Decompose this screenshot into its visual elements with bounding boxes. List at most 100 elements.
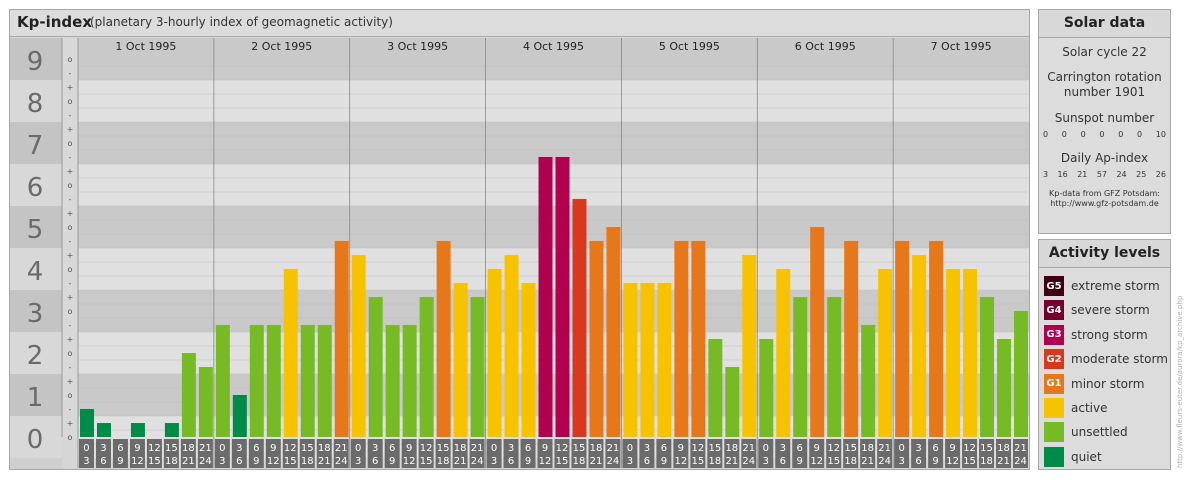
data-source-link[interactable]: http://www.gfz-potsdam.de [1050,199,1159,208]
interval-start-label: 12 [284,443,297,454]
interval-box [248,439,264,468]
interval-start-label: 12 [691,443,704,454]
y-tick-label: 6 [27,173,44,203]
interval-end-label: 9 [389,456,395,467]
ap-value: 21 [1077,170,1088,179]
interval-box [316,439,332,468]
y-tick-label: 2 [27,341,44,371]
interval-start-label: 21 [199,443,212,454]
interval-box [996,439,1012,468]
interval-end-label: 24 [335,456,348,467]
carrington-rotation: Carrington rotation number 1901 [1047,70,1162,99]
interval-start-label: 12 [556,443,569,454]
sub-tick-label: - [69,321,72,330]
sunspot-value: 0 [1099,130,1105,139]
interval-start-label: 15 [708,443,721,454]
interval-box [163,439,179,468]
interval-start-label: 9 [542,443,548,454]
ap-value: 24 [1116,170,1127,179]
interval-start-label: 12 [827,443,840,454]
interval-start-label: 3 [236,443,242,454]
kp-bar [759,339,774,437]
kp-bar [929,240,944,437]
legend-label: unsettled [1071,425,1128,440]
kp-bar [317,324,332,437]
sub-tick-label: o [68,55,73,64]
sub-tick-label: + [67,83,74,92]
interval-start-label: 3 [915,443,921,454]
interval-box [452,439,468,468]
interval-start-label: 0 [83,443,89,454]
kp-bar [249,324,264,437]
interval-end-label: 6 [508,456,514,467]
interval-start-label: 6 [525,443,531,454]
data-source-line1: Kp-data from GFZ Potsdam: [1049,189,1160,198]
day-label: 5 Oct 1995 [659,40,720,53]
kp-bar [164,423,179,437]
interval-box [1013,439,1028,468]
interval-end-label: 18 [301,456,314,467]
kp-bar [538,156,553,437]
ap-index-label: Daily Ap-index [1060,151,1149,165]
legend-label: active [1071,401,1108,415]
sub-tick-label: - [69,363,72,372]
kp-bar [997,339,1012,437]
interval-box [214,439,230,468]
interval-box [928,439,944,468]
kp-bar [878,269,893,437]
interval-start-label: 6 [117,443,123,454]
interval-end-label: 6 [372,456,378,467]
legend-label: severe storm [1071,303,1150,318]
interval-box [384,439,400,468]
interval-end-label: 12 [946,456,959,467]
day-label: 1 Oct 1995 [115,40,176,53]
interval-end-label: 18 [844,456,857,467]
interval-end-label: 24 [1014,456,1027,467]
sunspot-value: 0 [1080,130,1086,139]
interval-start-label: 18 [590,443,603,454]
interval-end-label: 18 [437,456,450,467]
kp-bar [334,240,349,437]
legend-label: strong storm [1071,327,1148,342]
interval-end-label: 15 [148,456,161,467]
kp-bar [657,282,672,437]
interval-end-label: 3 [219,456,225,467]
legend-swatch [1044,422,1064,443]
interval-start-label: 9 [678,443,684,454]
interval-start-label: 6 [797,443,803,454]
kp-bar [453,282,468,437]
interval-start-label: 18 [861,443,874,454]
sub-tick-label: - [69,69,72,78]
sub-tick-label: + [67,335,74,344]
interval-end-label: 21 [454,456,467,467]
sunspot-value: 0 [1136,130,1143,139]
sub-tick-label: o [68,97,73,106]
interval-box [894,439,910,468]
interval-box [622,439,638,468]
level-band [78,164,1029,206]
interval-box [367,439,383,468]
interval-start-label: 21 [471,443,484,454]
interval-start-label: 9 [406,443,412,454]
interval-box [265,439,281,468]
interval-box [520,439,536,468]
sub-tick-label: + [67,167,74,176]
interval-end-label: 6 [644,456,650,467]
interval-end-label: 9 [661,456,667,467]
interval-box [180,439,196,468]
kp-bar [708,339,723,437]
interval-end-label: 9 [932,456,938,467]
interval-start-label: 15 [573,443,586,454]
kp-bar [844,240,859,437]
y-tick-label: 7 [27,131,44,161]
level-band [78,122,1029,164]
interval-start-label: 15 [437,443,450,454]
day-label: 4 Oct 1995 [523,40,584,53]
interval-box [843,439,859,468]
interval-box [486,439,502,468]
y-tick-label: 9 [27,47,44,77]
interval-end-label: 3 [763,456,769,467]
watermark-text: http://www.fleurs-euter.de/aurora/kp_arc… [1176,295,1184,468]
interval-box [877,439,893,468]
interval-end-label: 9 [117,456,123,467]
